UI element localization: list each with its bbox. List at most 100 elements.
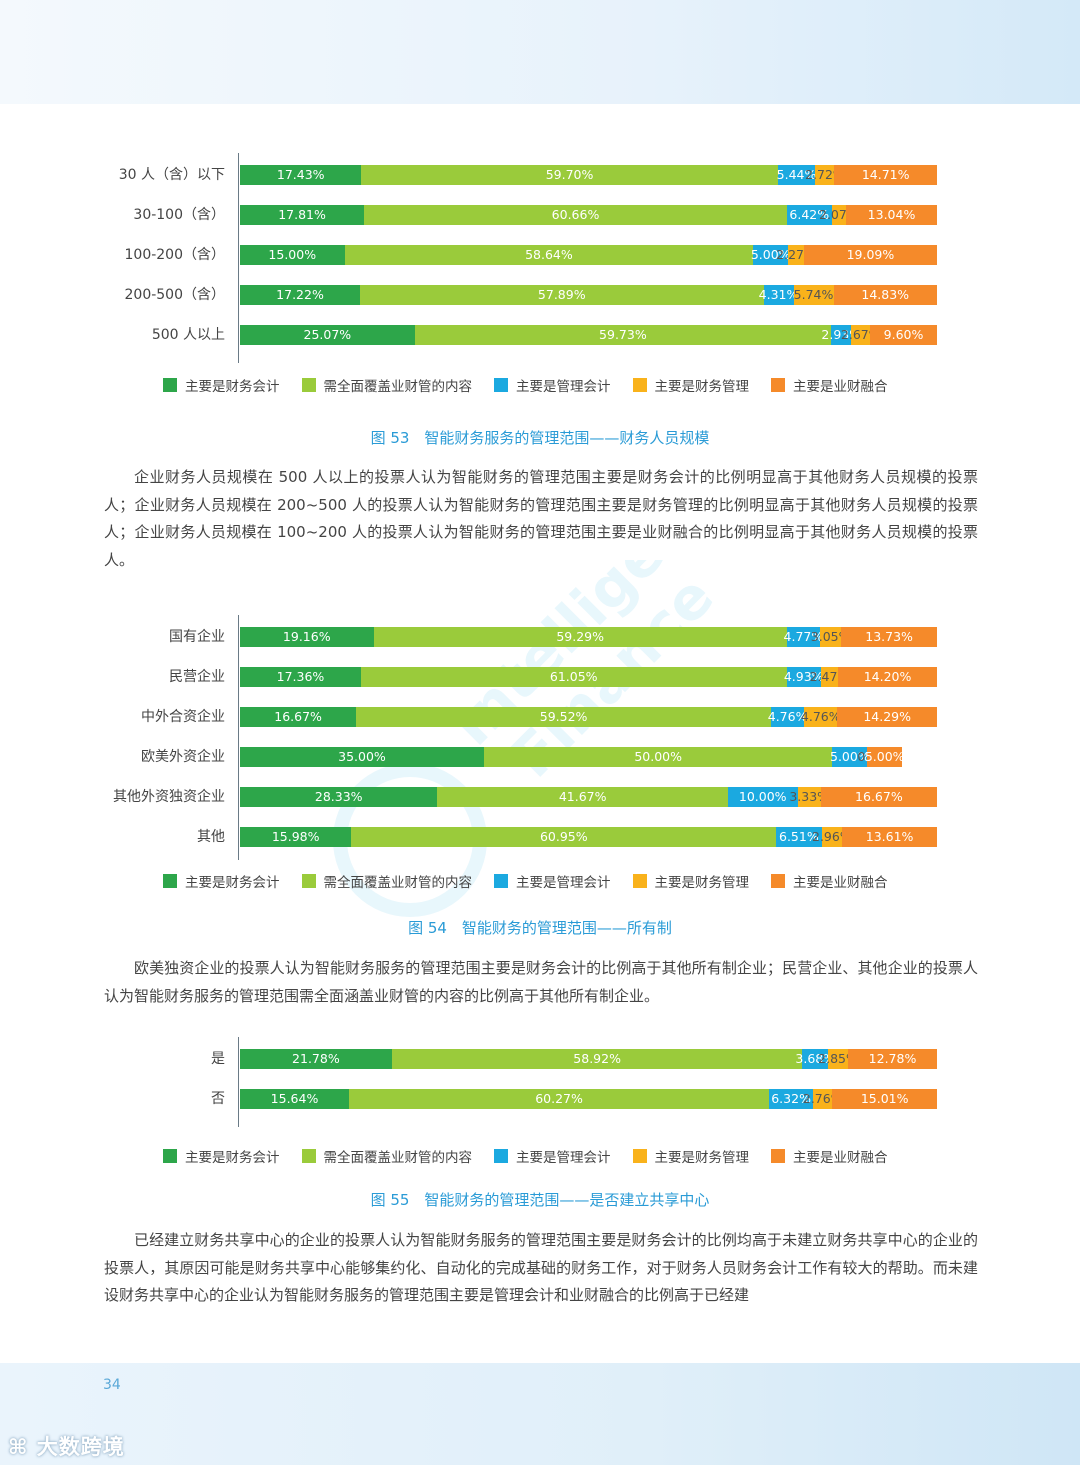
bar-segment: 6.42% [786,205,832,225]
data-label: 12.78% [868,1051,917,1066]
legend-swatch [494,1149,508,1163]
category-label: 500 人以上 [151,327,225,343]
legend-label: 主要是财务会计 [185,1150,280,1166]
stacked-bar: 17.36% 61.05% 4.93% 2.47% 14.20% [240,667,938,687]
data-label: 15.01% [860,1091,909,1106]
stacked-bar: 17.43% 59.70% 5.44% 2.72% 14.71% [240,165,937,185]
chart-axis [238,1037,239,1127]
bar-segment: 4.31% [759,285,798,305]
bar-segment: 60.95% [351,827,777,847]
data-label: 5.00% [864,749,905,764]
chart-axis [238,615,239,860]
data-label: 4.31% [758,287,799,302]
data-label: 59.73% [599,327,647,342]
bar-segment: 50.00% [483,747,833,767]
bar-segment: 2.27% [776,245,816,265]
stacked-bar: 28.33% 41.67% 10.00% 3.33% 16.67% [240,787,937,807]
bar-segment: 13.04% [846,205,937,225]
legend-label: 主要是财务管理 [654,1150,750,1166]
data-label: 59.29% [556,629,604,644]
legend-label: 主要是业财融合 [793,1150,888,1166]
bar-segment: 35.00% [240,747,484,767]
bar-segment: 60.66% [364,205,787,225]
bar-segment: 28.33% [240,787,438,807]
bar-segment: 3.68% [795,1049,835,1069]
legend-label: 主要是管理会计 [516,875,611,891]
legend-swatch [163,1149,177,1163]
legend-swatch [771,1149,785,1163]
bar-segment: 16.67% [240,707,357,727]
data-label: 19.16% [282,629,331,644]
legend-swatch [163,378,177,392]
legend-item: 主要是管理会计 [494,375,611,395]
bar-segment: 4.77% [784,627,823,647]
legend-item: 主要是财务会计 [163,871,280,891]
bar-segment: 15.01% [832,1089,937,1109]
bar-segment: 4.76% [801,707,841,727]
chart-legend: 主要是财务会计 需全面覆盖业财管的内容 主要是管理会计 主要是财务管理 主要是业财融合 [163,375,910,395]
chart-fig54: 国有企业 19.16% 59.29% 4.77% 3.05% 13.73% 民营企业 17.3… [0,615,1080,905]
stacked-bar: 21.78% 58.92% 3.68% 2.85% 12.78% [240,1049,938,1069]
data-label: 2.85% [818,1051,858,1066]
chart-row: 500 人以上 25.07% 59.73% 2.93% 2.67% 9.60% [0,325,1080,345]
bar-segment: 4.93% [784,667,824,687]
bar-segment: 15.64% [240,1089,349,1109]
brand-mark-icon: ⌘ [8,1435,37,1459]
data-label: 4.76% [767,709,808,724]
legend-item: 需全面覆盖业财管的内容 [301,1146,473,1166]
bar-segment: 15.98% [240,827,352,847]
data-label: 16.67% [855,789,903,804]
bar-segment: 41.67% [437,787,728,807]
legend-swatch [163,874,177,888]
category-label: 中外合资企业 [141,709,225,725]
bar-segment: 21.78% [240,1049,392,1069]
legend-item: 主要是业财融合 [771,1146,888,1166]
data-label: 57.89% [537,287,586,302]
category-label: 是 [211,1051,225,1067]
stacked-bar: 15.00% 58.64% 5.00% 2.27% 19.09% [240,245,937,265]
legend-label: 主要是财务会计 [185,379,280,395]
data-label: 17.22% [276,287,324,302]
legend-label: 需全面覆盖业财管的内容 [323,379,473,395]
data-label: 17.43% [276,167,325,182]
bar-segment: 61.05% [360,667,787,687]
data-label: 3.05% [810,629,851,644]
data-label: 14.29% [863,709,912,724]
category-label: 其他外资独资企业 [113,789,225,805]
stacked-bar: 16.67% 59.52% 4.76% 4.76% 14.29% [240,707,937,727]
chart-legend: 主要是财务会计 需全面覆盖业财管的内容 主要是管理会计 主要是财务管理 主要是业财融合 [163,1146,910,1166]
data-label: 13.04% [867,207,916,222]
legend-item: 主要是管理会计 [494,1146,611,1166]
data-label: 15.64% [270,1091,319,1106]
bar-segment: 17.36% [240,667,361,687]
chart-fig53: 30 人（含）以下 17.43% 59.70% 5.44% 2.72% 14.71% 30-… [0,153,1080,403]
data-label: 61.05% [549,669,598,684]
legend-label: 需全面覆盖业财管的内容 [323,875,473,891]
data-label: 4.76% [800,709,841,724]
chart-row: 国有企业 19.16% 59.29% 4.77% 3.05% 13.73% [0,627,1080,647]
figure-caption: 图 53 智能财务服务的管理范围——财务人员规模 [370,429,710,447]
data-label: 2.96% [812,829,852,844]
bar-segment: 14.83% [833,285,937,305]
stacked-bar: 35.00%50.00%5.00%0%5.00% [240,747,905,767]
legend-swatch [301,1149,316,1163]
data-label: 59.70% [545,167,594,182]
legend-item: 主要是业财融合 [771,375,888,395]
legend-item: 主要是财务管理 [632,1146,750,1166]
chart-legend: 主要是财务会计 需全面覆盖业财管的内容 主要是管理会计 主要是财务管理 主要是业财融合 [163,871,910,891]
legend-label: 主要是业财融合 [793,875,888,891]
legend-item: 主要是财务会计 [163,375,280,395]
data-label: 3.68% [795,1051,836,1066]
legend-item: 主要是业财融合 [771,871,888,891]
data-label: 14.20% [863,669,912,684]
bar-segment: 17.22% [240,285,361,305]
data-label: 6.32% [771,1091,811,1106]
legend-label: 主要是管理会计 [516,1150,611,1166]
data-label: 59.52% [539,709,588,724]
data-label: 6.51% [779,829,819,844]
category-label: 国有企业 [169,629,225,645]
legend-label: 需全面覆盖业财管的内容 [323,1150,473,1166]
category-label: 其他 [197,829,225,845]
bar-segment: 59.73% [414,325,832,345]
